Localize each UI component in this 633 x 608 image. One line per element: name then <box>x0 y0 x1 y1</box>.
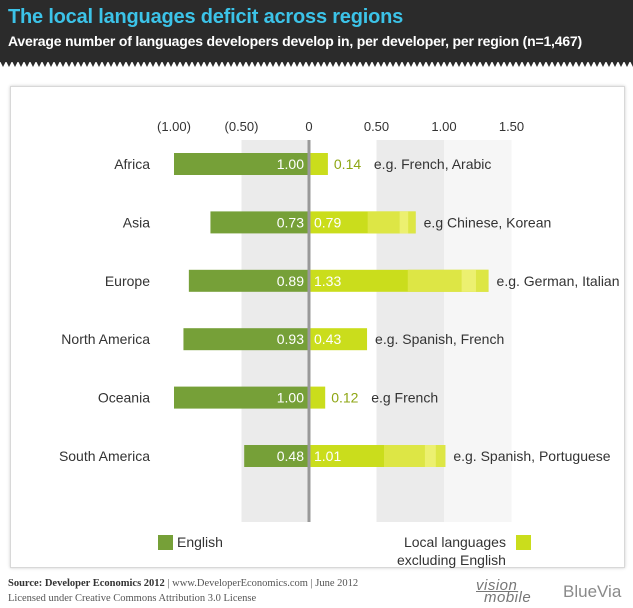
category-label: Asia <box>123 214 150 230</box>
grid-band-2 <box>444 140 512 522</box>
data-label-local: 0.14 <box>334 156 361 172</box>
annotation-label: e.g Chinese, Korean <box>424 214 552 230</box>
data-label-english: 1.00 <box>277 156 304 172</box>
category-label: North America <box>61 331 150 347</box>
annotation-label: e.g. German, Italian <box>497 273 620 289</box>
legend-local: Local languages excluding English <box>397 533 531 569</box>
bar-english <box>183 328 309 351</box>
legend-english-swatch <box>158 534 173 550</box>
x-tick-label: 0 <box>305 119 312 134</box>
x-tick-label: 0.50 <box>364 119 389 134</box>
data-label-local: 1.33 <box>314 273 341 289</box>
footer-source-label: Source: Developer Economics 2012 <box>8 578 165 589</box>
x-tick-label: 1.50 <box>499 119 524 134</box>
legend-english-label: English <box>177 534 223 550</box>
chart-title: The local languages deficit across regio… <box>8 6 404 28</box>
zero-axis-line <box>307 140 311 522</box>
x-tick-label: (0.50) <box>225 119 259 134</box>
footer-license: Licensed under Creative Commons Attribut… <box>8 593 257 604</box>
bar-english <box>188 269 309 292</box>
bar-local-highlight <box>383 445 446 467</box>
annotation-label: e.g. Spanish, French <box>375 331 504 347</box>
annotation-label: e.g. French, Arabic <box>374 156 492 172</box>
bar-local <box>309 328 368 351</box>
category-label: Oceania <box>98 390 150 406</box>
bluevia-logo: BlueVia <box>563 582 622 601</box>
legend-local-swatch <box>516 535 531 550</box>
footer-source: Source: Developer Economics 2012 | www.D… <box>8 578 358 589</box>
footer-source-rest: | www.DeveloperEconomics.com | June 2012 <box>164 578 359 589</box>
header-banner: The local languages deficit across regio… <box>0 0 633 62</box>
legend-local-label-line1: Local languages <box>403 534 506 550</box>
bar-english <box>174 153 309 175</box>
bar-local <box>309 153 328 175</box>
legend-english: English <box>158 534 223 550</box>
data-label-local: 0.79 <box>314 214 341 230</box>
bar-local-shine <box>424 445 436 467</box>
x-tick-label: 1.00 <box>431 119 456 134</box>
x-tick-label: (1.00) <box>157 119 191 134</box>
visionmobile-logo-line1: vision <box>476 577 518 594</box>
bar-local-shine <box>399 211 409 234</box>
bar-english <box>174 386 309 409</box>
bar-english <box>210 211 309 234</box>
bar-local-highlight <box>407 269 489 292</box>
data-label-local: 0.12 <box>331 390 358 406</box>
bar-local-shine <box>461 269 476 292</box>
legend-local-label-line2: excluding English <box>397 552 506 568</box>
data-label-local: 1.01 <box>314 448 341 464</box>
visionmobile-logo-line2: mobile <box>484 589 532 606</box>
data-label-english: 1.00 <box>277 390 304 406</box>
annotation-label: e.g. Spanish, Portuguese <box>453 448 610 464</box>
bar-english <box>244 445 309 467</box>
visionmobile-logo: vision mobile <box>476 577 532 606</box>
chart-subtitle: Average number of languages developers d… <box>8 33 582 49</box>
category-label: South America <box>59 448 150 464</box>
data-label-english: 0.48 <box>277 448 304 464</box>
header-zigzag-edge <box>0 61 633 67</box>
data-label-local: 0.43 <box>314 331 341 347</box>
category-label: Africa <box>114 156 150 172</box>
data-label-english: 0.73 <box>277 214 304 230</box>
data-label-english: 0.93 <box>277 331 304 347</box>
bar-local-highlight <box>367 211 416 234</box>
bar-local <box>309 386 326 409</box>
category-label: Europe <box>105 273 150 289</box>
data-label-english: 0.89 <box>277 273 304 289</box>
annotation-label: e.g French <box>371 390 438 406</box>
